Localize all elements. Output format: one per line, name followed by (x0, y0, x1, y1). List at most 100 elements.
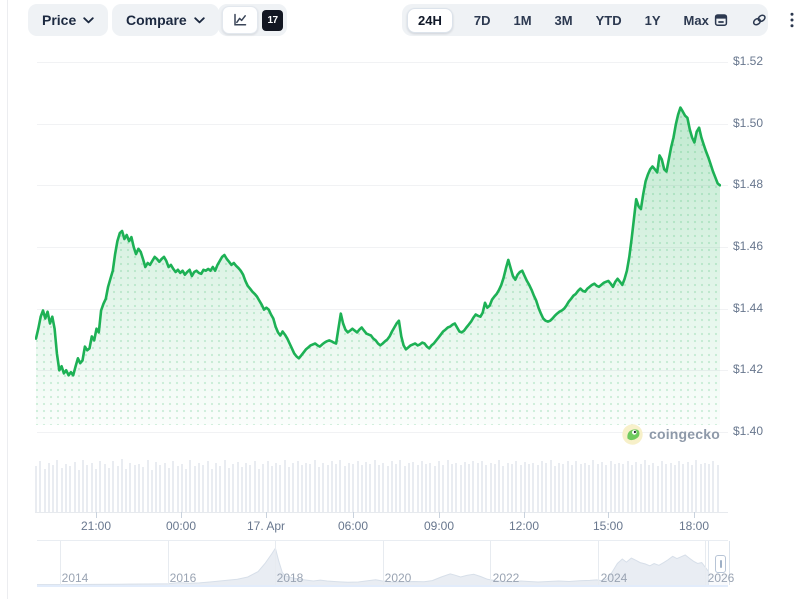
navigator-year-label: 2018 (276, 571, 304, 585)
navigator-year-gridline (598, 541, 599, 585)
volume-bar (343, 466, 346, 512)
navigator-drag-handle[interactable] (715, 555, 726, 573)
volume-bar (275, 462, 278, 512)
y-gridline (37, 432, 728, 433)
y-axis-label: $1.50 (733, 115, 764, 130)
range-button-ytd[interactable]: YTD (594, 9, 624, 32)
y-gridline (37, 123, 728, 125)
volume-bar (60, 468, 63, 512)
volume-bar (549, 459, 552, 512)
volume-bar (352, 464, 355, 512)
price-chart-plot[interactable] (35, 45, 721, 425)
volume-bar (240, 466, 243, 512)
volume-bar (270, 465, 273, 512)
time-range-selector: 24H 7D 1M 3M YTD 1Y Max (402, 4, 794, 36)
volume-bar (600, 461, 603, 512)
calendar-button[interactable] (711, 10, 731, 30)
volume-bar (506, 462, 509, 512)
volume-bar (279, 464, 282, 512)
volume-bar (253, 460, 256, 512)
volume-bar (257, 468, 260, 512)
volume-bar (112, 461, 115, 512)
volume-bar (652, 462, 655, 512)
line-chart-icon (234, 13, 247, 26)
range-button-7d[interactable]: 7D (472, 9, 493, 32)
volume-bar (292, 463, 295, 512)
x-tick-mark (524, 512, 525, 518)
volume-bar (373, 460, 376, 512)
volume-bar (510, 464, 513, 512)
volume-bar (523, 461, 526, 512)
volume-bar (493, 463, 496, 512)
x-tick-mark (439, 512, 440, 518)
compare-dropdown-button[interactable]: Compare (112, 4, 219, 36)
share-link-button[interactable] (749, 10, 770, 30)
volume-bar (232, 464, 235, 512)
volume-bar (249, 465, 252, 512)
volume-bar (103, 464, 106, 512)
volume-bar (472, 460, 475, 512)
volume-bar (65, 463, 67, 512)
volume-bar (95, 468, 97, 512)
navigator-area-chart (37, 546, 728, 586)
volume-bar (446, 460, 449, 512)
volume-bar (77, 470, 80, 512)
volume-bar (176, 465, 179, 512)
x-axis-label: 17. Apr (246, 519, 286, 533)
time-axis-line (35, 512, 728, 513)
volume-bar (605, 464, 608, 512)
x-axis-label: 21:00 (80, 519, 112, 533)
volume-bar (296, 460, 299, 512)
volume-bar (575, 460, 578, 512)
tradingview-chart-type-button[interactable]: 17 (262, 9, 283, 31)
volume-bar (326, 464, 329, 512)
volume-bar (322, 462, 325, 512)
history-navigator[interactable] (37, 540, 728, 586)
volume-bar (622, 464, 625, 512)
more-options-button[interactable] (788, 10, 796, 30)
chevron-down-icon (83, 16, 94, 23)
volume-bar (455, 462, 458, 512)
volume-bar (429, 462, 432, 512)
navigator-year-gridline (275, 541, 276, 585)
volume-bar (536, 464, 539, 512)
volume-bar (180, 463, 183, 512)
volume-bar (665, 464, 668, 512)
range-button-max[interactable]: Max (682, 9, 711, 32)
volume-bar (172, 460, 175, 512)
volume-bar (485, 464, 488, 512)
volume-bar (635, 461, 638, 512)
volume-bar (643, 460, 646, 512)
volume-bar (56, 459, 59, 512)
navigator-year-gridline (383, 541, 384, 585)
volume-bar (318, 466, 320, 512)
volume-bar (262, 463, 265, 512)
volume-bar (378, 464, 380, 512)
range-button-1m[interactable]: 1M (511, 9, 533, 32)
volume-bar (562, 464, 565, 512)
volume-bar (433, 465, 436, 512)
navigator-year-gridline (490, 541, 491, 585)
volume-bar (227, 468, 230, 512)
volume-bar (438, 461, 440, 512)
x-tick-mark (181, 512, 182, 518)
volume-bar (266, 461, 269, 512)
range-button-1y[interactable]: 1Y (643, 9, 663, 32)
coingecko-watermark-label: coingecko (648, 426, 720, 442)
volume-bar (305, 462, 308, 512)
line-chart-type-button[interactable] (222, 6, 258, 34)
y-axis-label: $1.44 (733, 300, 764, 315)
navigator-year-label: 2026 (707, 571, 735, 585)
volume-bar (566, 461, 569, 512)
price-dropdown-button[interactable]: Price (28, 4, 109, 36)
volume-bar (459, 465, 462, 512)
range-button-3m[interactable]: 3M (553, 9, 575, 32)
x-axis-label: 15:00 (592, 519, 624, 533)
volume-bar (579, 463, 582, 512)
volume-bar (639, 463, 642, 512)
volume-bar (613, 463, 616, 512)
range-button-24h[interactable]: 24H (407, 7, 453, 33)
volume-bar (489, 462, 492, 512)
x-axis-label: 09:00 (423, 519, 455, 533)
volume-bar (618, 462, 621, 512)
